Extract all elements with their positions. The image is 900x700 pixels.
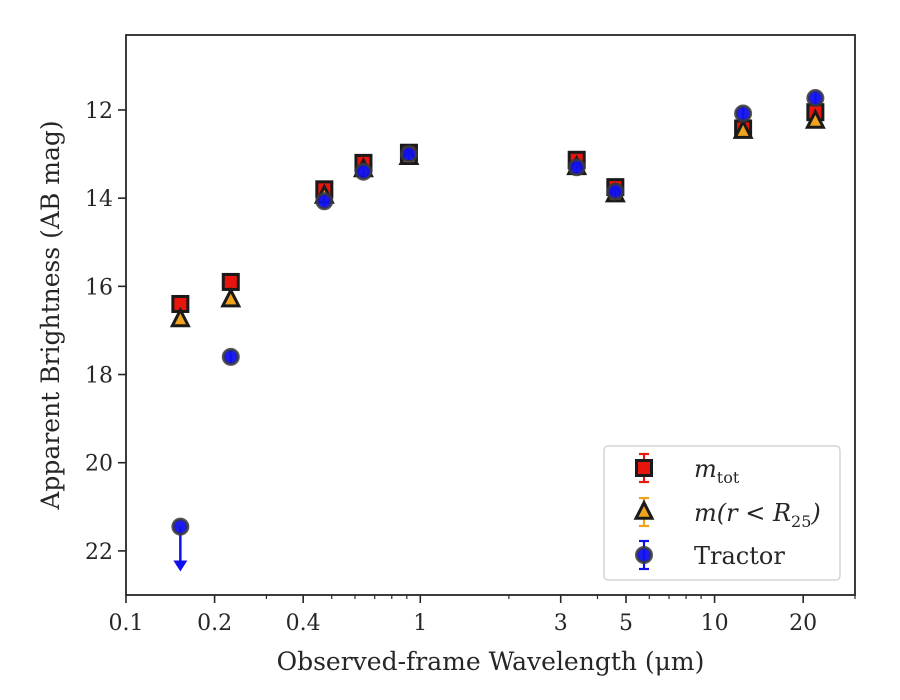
y-axis: 12 14 16 18 20 22 <box>85 99 126 565</box>
legend-entry: m(r < R25) <box>633 496 821 531</box>
triangle-data-point <box>220 286 242 308</box>
legend-triangle-marker <box>633 499 655 520</box>
circle-data-point <box>354 162 373 181</box>
y-axis-label: Apparent Brightness (AB mag) <box>36 120 65 510</box>
y-tick-label: 20 <box>85 452 113 477</box>
upper-limit-arrow-head <box>173 560 188 572</box>
circle-data-point <box>806 89 825 108</box>
triangle-data-point <box>732 118 754 139</box>
x-axis: 0.1 0.2 0.4 1 3 5 10 20 <box>109 595 856 636</box>
plot-marks <box>169 89 826 572</box>
circle-data-point <box>734 104 753 123</box>
legend-label: mtot <box>694 455 740 487</box>
legend-square-marker <box>635 459 653 477</box>
y-tick-label: 12 <box>85 99 113 124</box>
series-circle <box>171 89 825 572</box>
legend-circle-marker <box>635 546 653 564</box>
legend-box <box>603 445 841 581</box>
legend-label: Tractor <box>694 542 785 570</box>
circle-data-point <box>171 517 190 536</box>
circle-data-point <box>567 158 586 177</box>
legend-label: m(r < R25) <box>694 499 821 531</box>
x-tick-label: 0.2 <box>197 611 232 636</box>
circle-data-point <box>606 182 625 201</box>
legend-entry: mtot <box>635 452 740 487</box>
legend-entry: Tractor <box>635 539 785 571</box>
circle-data-point <box>399 145 418 164</box>
x-tick-label: 1 <box>413 611 427 636</box>
x-tick-label: 3 <box>554 611 568 636</box>
x-tick-label: 0.4 <box>286 611 321 636</box>
x-tick-label: 5 <box>619 611 633 636</box>
x-tick-label: 10 <box>701 611 729 636</box>
legend: mtot m(r < R25) Tractor <box>603 445 841 581</box>
y-tick-label: 16 <box>85 275 113 300</box>
y-tick-label: 18 <box>85 364 113 389</box>
circle-data-point <box>315 192 334 211</box>
x-tick-label: 0.1 <box>109 611 144 636</box>
y-tick-label: 14 <box>85 187 113 212</box>
x-tick-label: 20 <box>789 611 817 636</box>
triangle-data-point <box>804 108 826 129</box>
x-axis-label: Observed-frame Wavelength (μm) <box>277 647 705 676</box>
circle-data-point <box>221 347 240 366</box>
triangle-data-point <box>169 306 191 328</box>
plot-area-frame <box>125 34 856 596</box>
y-tick-label: 22 <box>85 540 113 565</box>
